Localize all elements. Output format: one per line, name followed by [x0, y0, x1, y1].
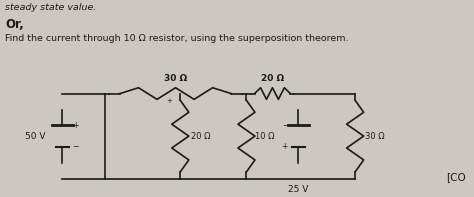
- Text: 30 Ω: 30 Ω: [164, 74, 187, 83]
- Text: +: +: [282, 142, 288, 151]
- Text: 20 Ω: 20 Ω: [261, 74, 284, 83]
- Text: Or,: Or,: [5, 18, 24, 31]
- Text: +: +: [73, 121, 79, 130]
- Text: −: −: [73, 142, 79, 151]
- Text: [CO: [CO: [447, 173, 466, 183]
- Text: 30 Ω: 30 Ω: [365, 132, 384, 141]
- Text: 10 Ω: 10 Ω: [255, 132, 274, 141]
- Text: −: −: [282, 121, 288, 130]
- Text: 25 V: 25 V: [288, 185, 309, 194]
- Text: +: +: [166, 98, 172, 104]
- Text: 50 V: 50 V: [25, 132, 46, 141]
- Text: 20 Ω: 20 Ω: [191, 132, 210, 141]
- Text: steady state value.: steady state value.: [5, 3, 97, 12]
- Text: Find the current through 10 Ω resistor, using the superposition theorem.: Find the current through 10 Ω resistor, …: [5, 33, 349, 43]
